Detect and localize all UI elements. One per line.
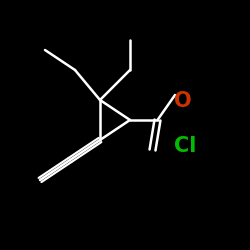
Text: Cl: Cl (174, 136, 196, 156)
Text: O: O (174, 91, 192, 111)
